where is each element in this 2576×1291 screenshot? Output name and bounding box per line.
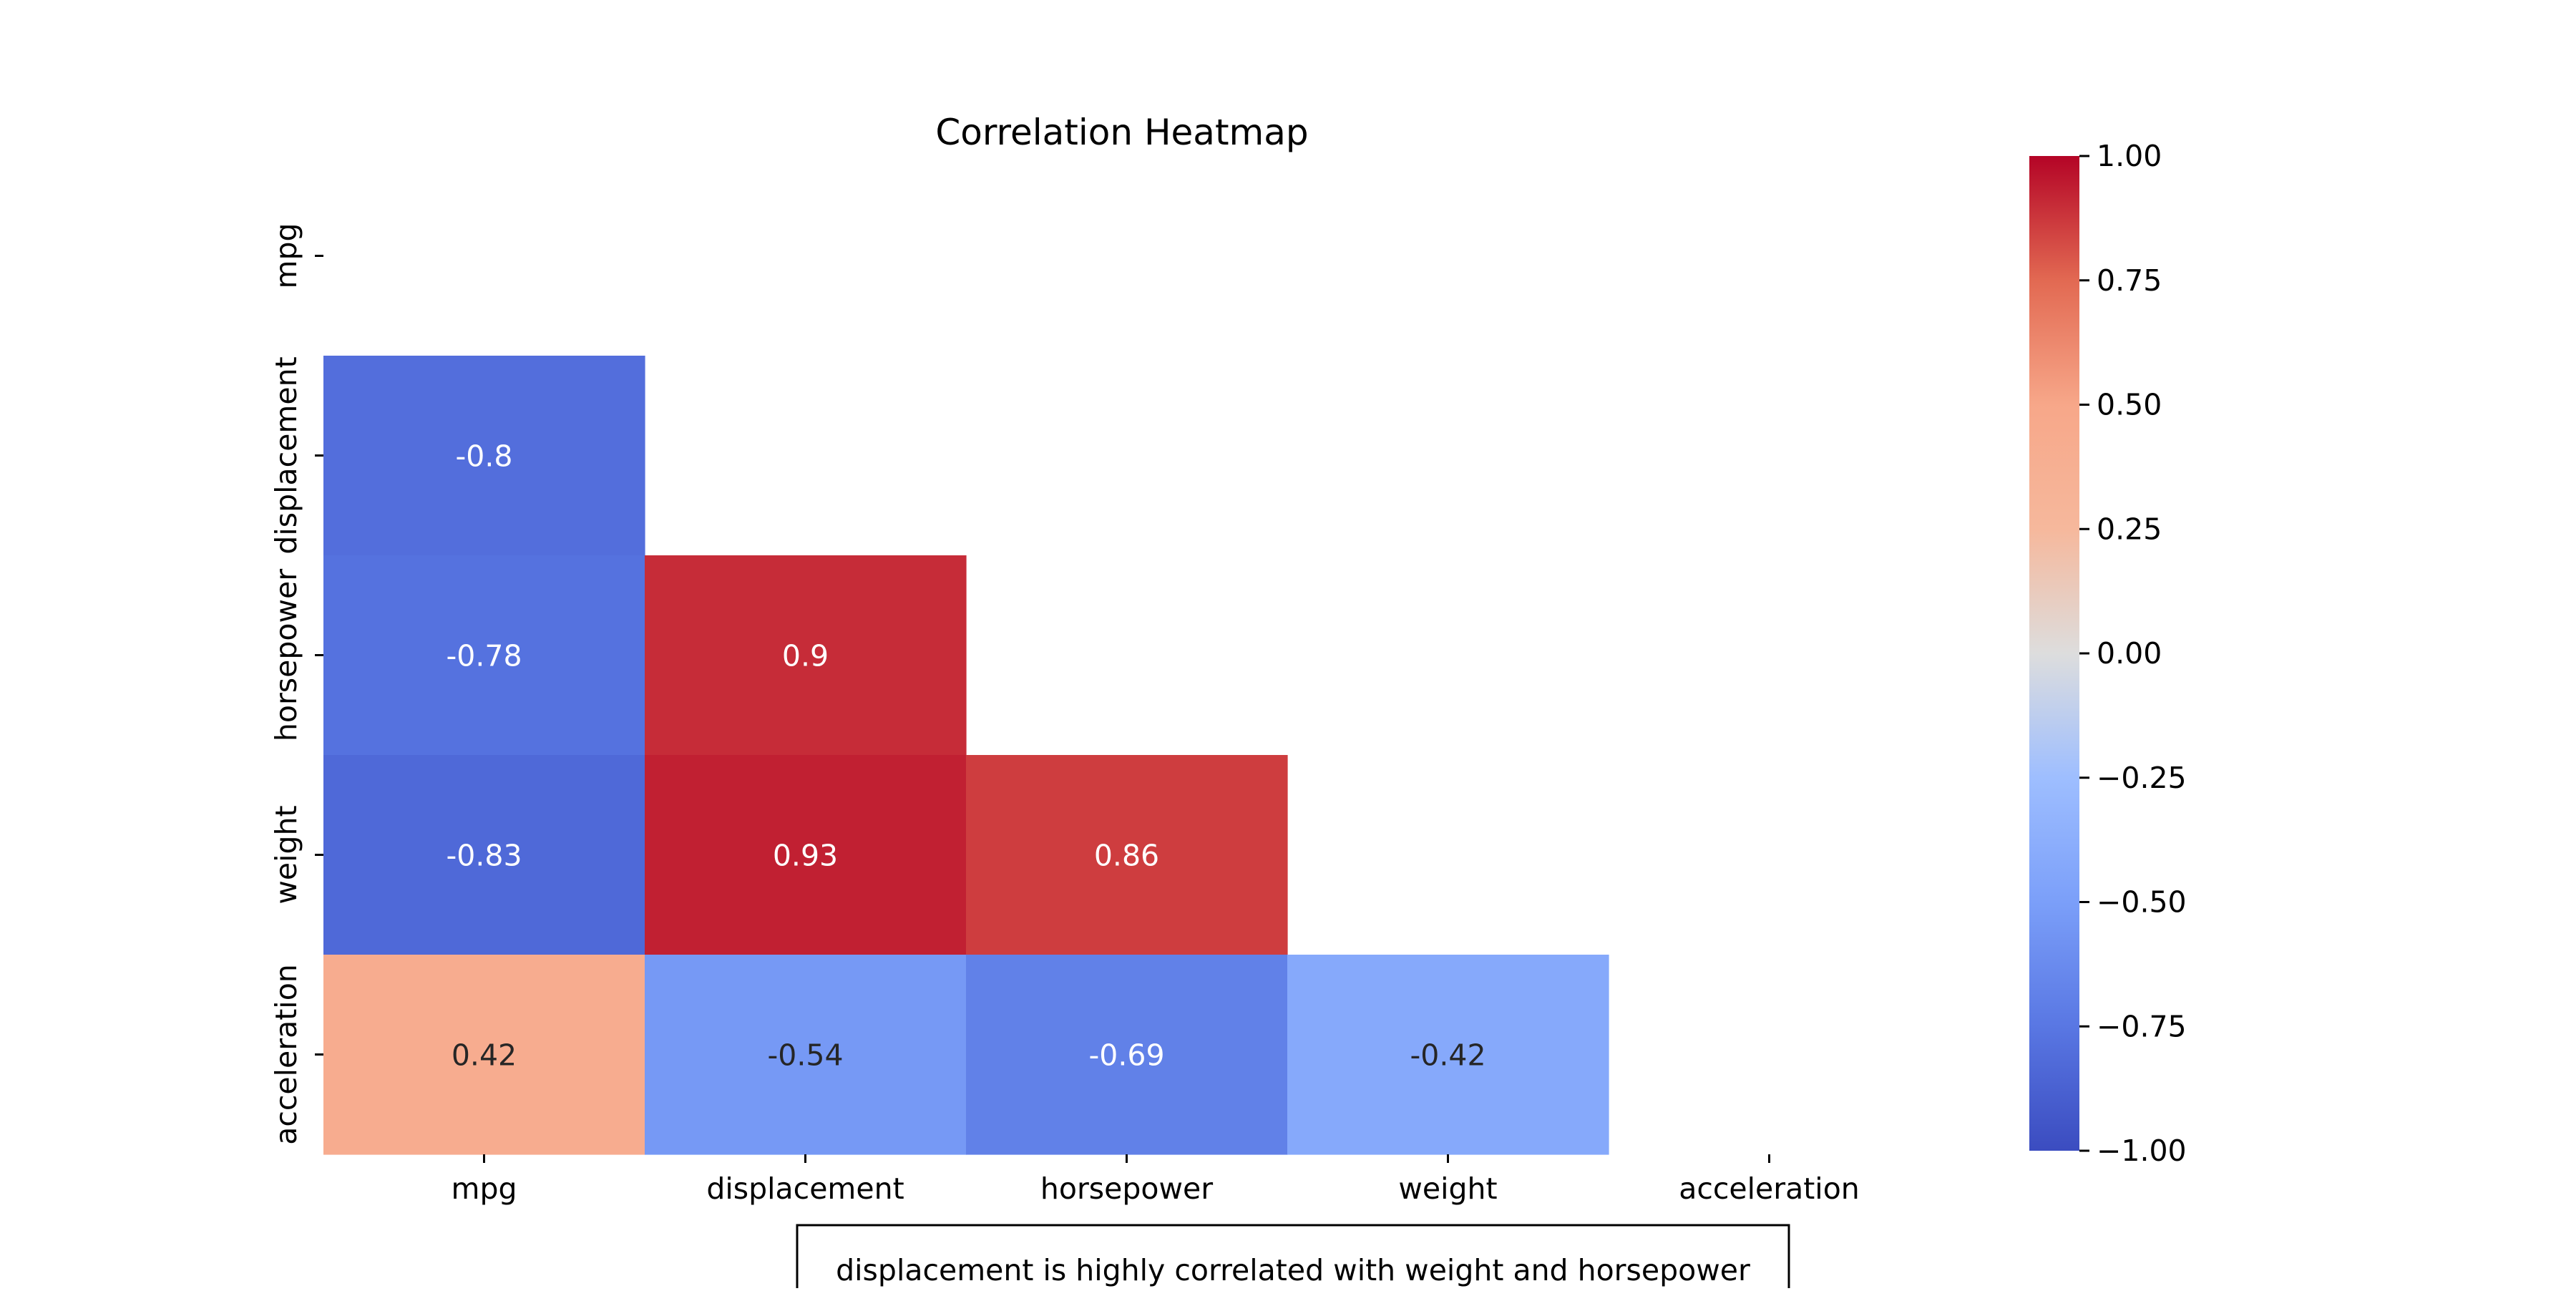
heatmap-cell-acceleration-displacement [645,955,967,1155]
heatmap-cell-displacement-mpg [323,356,645,556]
y-tick-label-displacement: displacement [269,356,303,554]
heatmap-cell-acceleration-mpg [323,955,645,1155]
y-tick-label-acceleration: acceleration [269,964,303,1145]
x-tick-label-weight: weight [1398,1171,1497,1206]
colorbar-tick-label: 0.50 [2097,388,2162,422]
cell-label-horsepower-displacement: 0.9 [782,639,829,673]
cell-label-acceleration-horsepower: -0.69 [1088,1038,1164,1073]
cell-label-weight-horsepower: 0.86 [1094,839,1159,873]
cell-label-acceleration-displacement: -0.54 [767,1038,843,1073]
x-tick-label-displacement: displacement [706,1171,904,1206]
annotation-box: displacement is highly correlated with w… [796,1224,1790,1291]
heatmap-cell-acceleration-weight [1287,955,1609,1155]
colorbar-gradient [2029,156,2079,1151]
y-axis-ticks: mpg displacement horsepower weight accelerat… [269,223,323,1145]
colorbar-tick-label: 0.75 [2097,263,2162,298]
heatmap-cell-horsepower-mpg [323,555,645,756]
colorbar-tick-label: −0.25 [2097,761,2187,795]
colorbar-tick-label: −0.75 [2097,1009,2187,1043]
cell-label-acceleration-weight: -0.42 [1410,1038,1485,1073]
annotation-text: displacement is highly correlated with w… [836,1253,1750,1287]
x-tick-label-acceleration: acceleration [1679,1171,1860,1206]
chart-title: Correlation Heatmap [935,112,1308,153]
heatmap-cell-horsepower-displacement [645,555,967,756]
y-tick-label-horsepower: horsepower [269,569,303,741]
cell-label-horsepower-mpg: -0.78 [446,639,522,673]
y-tick-label-mpg: mpg [269,223,303,289]
x-tick-label-mpg: mpg [452,1171,517,1206]
colorbar-ticks: 1.00 0.75 0.50 0.25 0.00 −0.25 −0.50 −0.75 −1.00 [2079,139,2187,1168]
x-axis-ticks: mpg displacement horsepower weight accelerat… [452,1154,1860,1206]
colorbar: 1.00 0.75 0.50 0.25 0.00 −0.25 −0.50 −0.75 −1.00 [2029,139,2187,1168]
cell-label-acceleration-mpg: 0.42 [452,1038,517,1073]
heatmap-cells: -0.8 -0.78 0.9 -0.83 0.93 0.86 0.42 -0.54 -0.69 -… [323,356,1609,1155]
x-tick-label-horsepower: horsepower [1040,1171,1213,1206]
heatmap-cell-weight-displacement [645,755,967,955]
cell-label-displacement-mpg: -0.8 [456,439,513,474]
heatmap-cell-weight-mpg [323,755,645,955]
heatmap-cell-weight-horsepower [966,755,1288,955]
colorbar-tick-label: −1.00 [2097,1134,2187,1168]
colorbar-tick-label: 0.00 [2097,636,2162,671]
annotation-frame [796,1224,1790,1291]
cell-label-weight-displacement: 0.93 [773,839,838,873]
y-tick-label-weight: weight [269,805,303,904]
colorbar-tick-label: −0.50 [2097,885,2187,920]
heatmap-cell-acceleration-horsepower [966,955,1288,1155]
colorbar-tick-label: 1.00 [2097,139,2162,173]
cell-label-weight-mpg: -0.83 [446,839,522,873]
colorbar-tick-label: 0.25 [2097,512,2162,546]
